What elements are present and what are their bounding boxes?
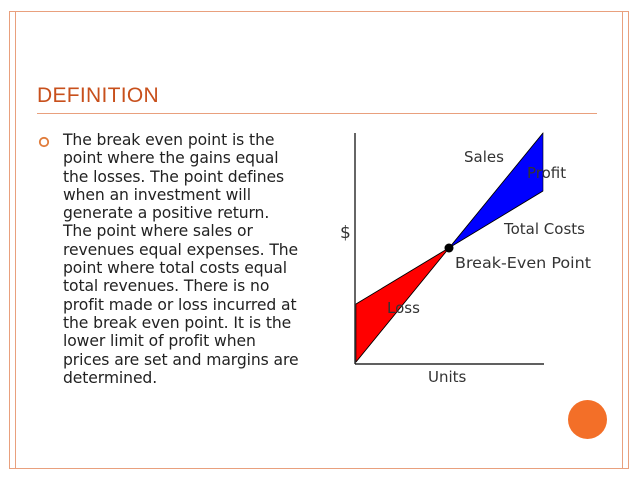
- definition-line: determined.: [63, 368, 158, 387]
- frame-inner-line-right: [622, 11, 623, 469]
- series-label-total-costs: Total Costs: [503, 220, 585, 238]
- region-label-loss: Loss: [387, 299, 420, 317]
- definition-text: The break even point is the point where …: [63, 131, 333, 387]
- definition-line: the break even point. It is the: [63, 313, 292, 332]
- frame-inner-line-left: [15, 11, 16, 469]
- series-label-sales: Sales: [464, 148, 504, 166]
- definition-line: revenues equal expenses. The: [63, 240, 299, 259]
- decorative-orange-circle: [568, 400, 607, 439]
- hollow-circle-bullet-icon: [38, 136, 50, 148]
- definition-line: generate a positive return.: [63, 204, 270, 223]
- break-even-point: [444, 243, 454, 253]
- definition-line: profit made or loss incurred at: [63, 295, 297, 314]
- definition-line: total revenues. There is no: [63, 277, 270, 296]
- definition-line: point where total costs equal: [63, 259, 287, 278]
- definition-line: The break even point is the: [63, 131, 275, 149]
- region-label-profit: Profit: [527, 164, 566, 182]
- definition-line: when an investment will: [63, 185, 251, 204]
- definition-line: point where the gains equal: [63, 149, 279, 168]
- slide-frame: [9, 11, 629, 469]
- slide-title: DEFINITION: [37, 84, 159, 107]
- definition-line: lower limit of profit when: [63, 332, 256, 351]
- annotation-break-even: Break-Even Point: [455, 254, 591, 272]
- x-axis-label: Units: [428, 368, 467, 386]
- y-axis-label: $: [340, 223, 351, 243]
- definition-line: prices are set and margins are: [63, 350, 299, 369]
- definition-line: The point where sales or: [63, 222, 253, 241]
- title-underline: [37, 113, 597, 114]
- definition-line: the losses. The point defines: [63, 167, 285, 186]
